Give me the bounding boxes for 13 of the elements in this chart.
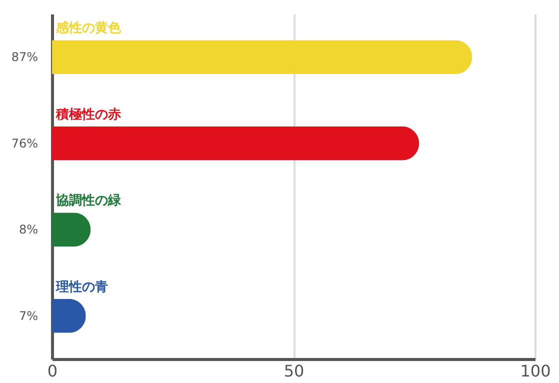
x-tick-label: 100 (520, 362, 551, 380)
data-label: 7% (18, 308, 38, 323)
data-label: 87% (11, 50, 38, 64)
y-tick-label: 理性の青 (55, 280, 108, 295)
data-label: 8% (18, 222, 38, 237)
x-tick-label: 0 (47, 362, 58, 380)
y-tick-label: 感性の黄色 (55, 20, 122, 36)
bar (52, 126, 420, 160)
x-tick-label: 50 (284, 362, 304, 380)
y-tick-label: 積極性の赤 (55, 107, 121, 122)
bar (52, 40, 472, 74)
data-label: 76% (11, 136, 38, 150)
y-tick-label: 協調性の緑 (55, 192, 122, 209)
